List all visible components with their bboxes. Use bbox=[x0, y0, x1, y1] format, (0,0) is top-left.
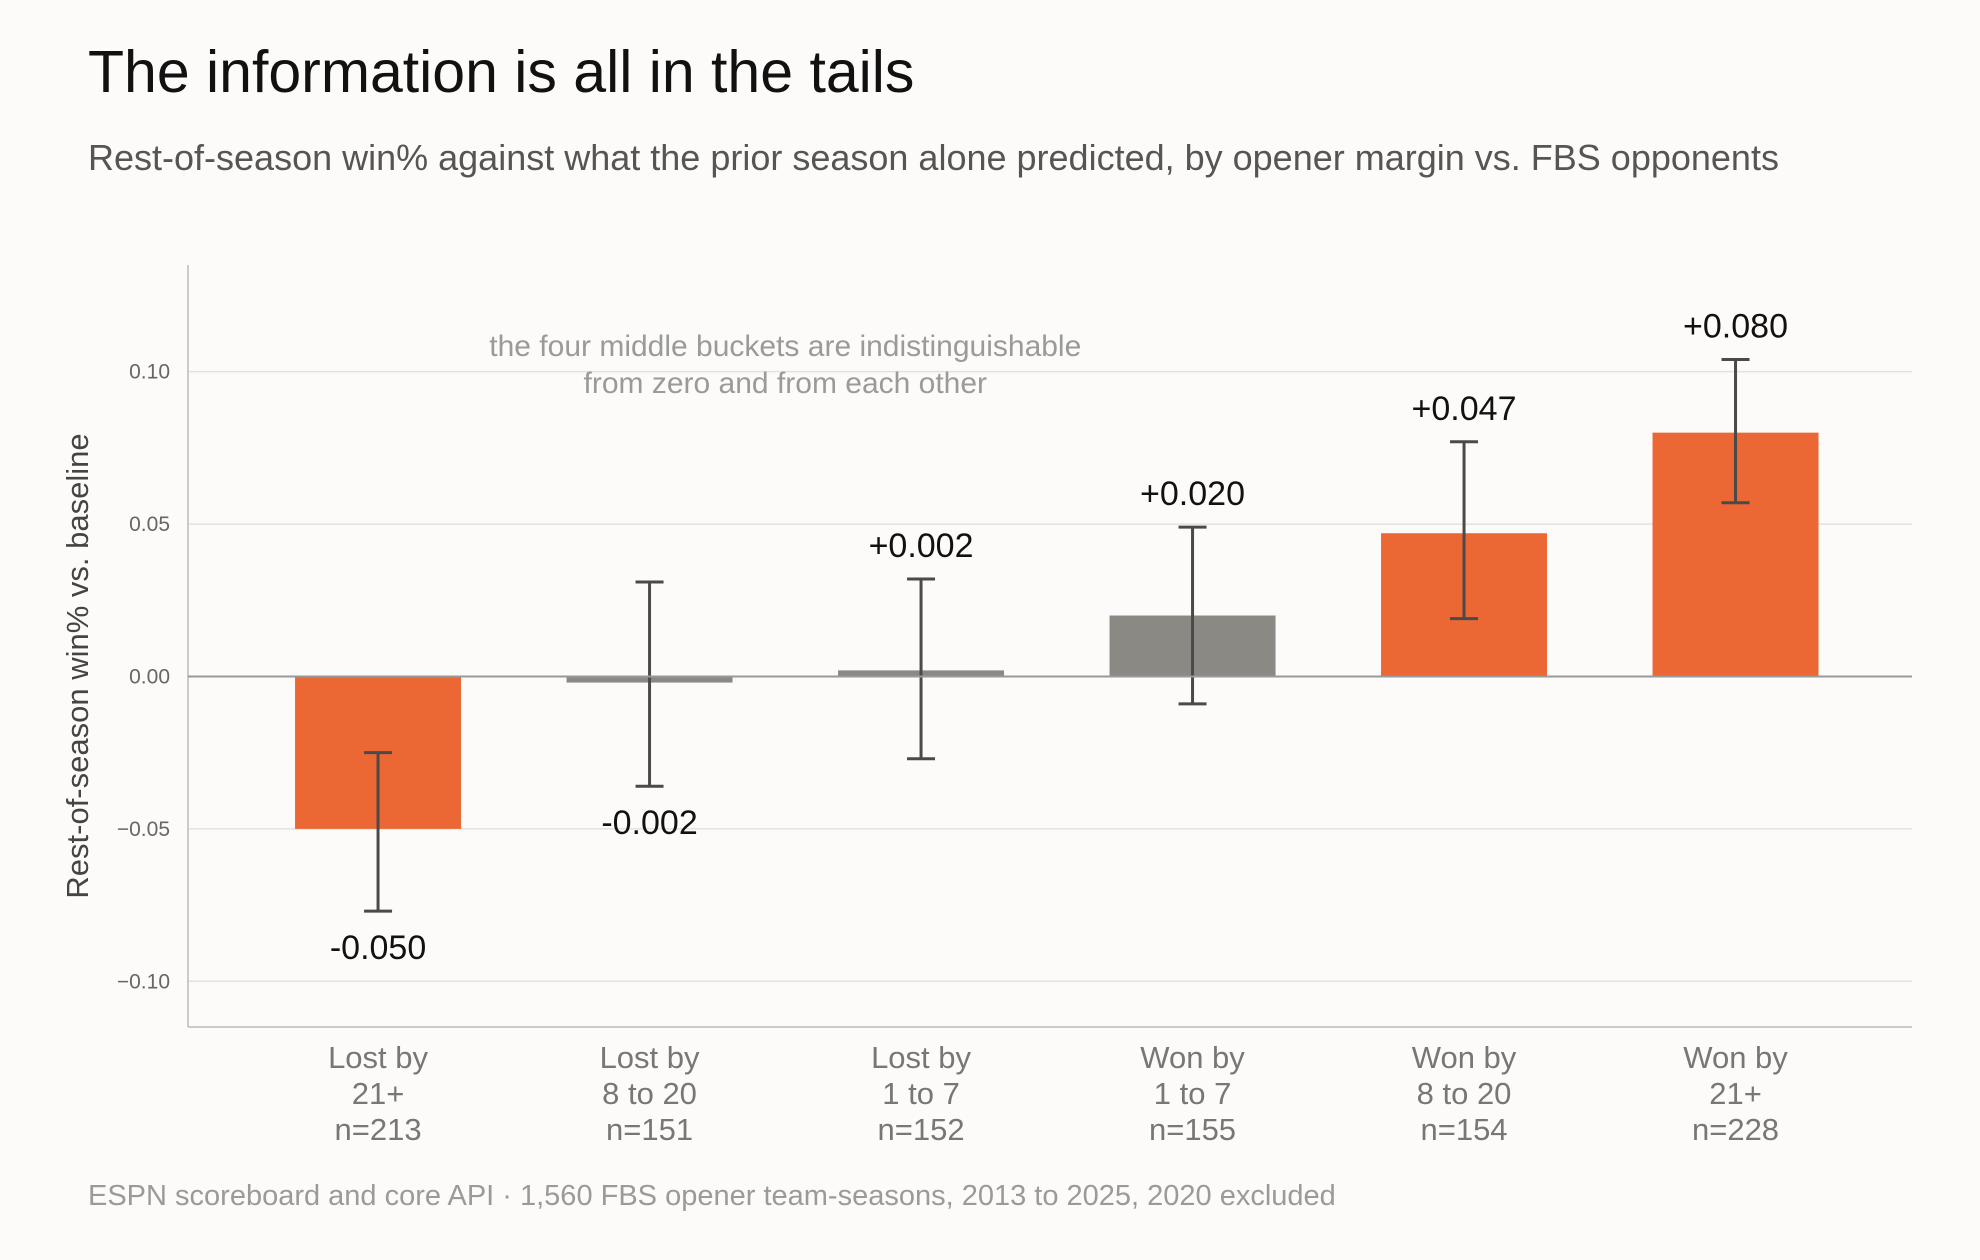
grid-layer bbox=[188, 370, 1912, 983]
x-tick-label: n=154 bbox=[1420, 1112, 1507, 1147]
x-tick-label: 21+ bbox=[352, 1076, 405, 1111]
x-tick-label: n=152 bbox=[878, 1112, 965, 1147]
x-tick-label: 21+ bbox=[1709, 1076, 1762, 1111]
y-axis-label: Rest-of-season win% vs. baseline bbox=[60, 433, 95, 898]
bar-layer bbox=[295, 432, 1819, 829]
chart-subtitle: Rest-of-season win% against what the pri… bbox=[88, 137, 1779, 178]
x-tick-label: 1 to 7 bbox=[882, 1076, 960, 1111]
x-tick-label: Won by bbox=[1683, 1040, 1788, 1075]
label-layer: -0.050 -0.002 +0.002 +0.020 +0.047 +0.080 the … bbox=[330, 307, 1788, 967]
x-tick-label: n=155 bbox=[1149, 1112, 1236, 1147]
x-tick-label: 8 to 20 bbox=[602, 1076, 697, 1111]
data-label: -0.002 bbox=[601, 804, 697, 842]
x-tick-label: n=213 bbox=[335, 1112, 422, 1147]
data-label: +0.020 bbox=[1140, 475, 1245, 513]
data-label: +0.047 bbox=[1412, 390, 1517, 428]
x-tick-label: Lost by bbox=[871, 1040, 971, 1075]
x-tick-label: 8 to 20 bbox=[1417, 1076, 1512, 1111]
chart-title: The information is all in the tails bbox=[88, 39, 915, 105]
annotation: the four middle buckets are indistinguis… bbox=[489, 330, 1081, 363]
data-label: +0.002 bbox=[869, 527, 974, 565]
x-tick-label: Lost by bbox=[600, 1040, 700, 1075]
x-tick-label: n=228 bbox=[1692, 1112, 1779, 1147]
data-label: +0.080 bbox=[1683, 307, 1788, 345]
y-tick-label: −0.05 bbox=[117, 818, 170, 841]
y-tick-label: 0.10 bbox=[129, 361, 170, 384]
errorbar-layer bbox=[188, 357, 1912, 913]
chart-footer: ESPN scoreboard and core API · 1,560 FBS… bbox=[88, 1180, 1336, 1212]
y-tick-label: −0.10 bbox=[117, 970, 170, 993]
y-tick-label: 0.05 bbox=[129, 513, 170, 536]
x-tick-label: Won by bbox=[1140, 1040, 1245, 1075]
x-tick-label: Won by bbox=[1412, 1040, 1517, 1075]
y-tick-label: 0.00 bbox=[129, 665, 170, 688]
x-tick-label: 1 to 7 bbox=[1154, 1076, 1232, 1111]
x-tick-label: n=151 bbox=[606, 1112, 693, 1147]
x-tick-label: Lost by bbox=[328, 1040, 428, 1075]
axis-layer: −0.10 −0.05 0.00 0.05 0.10 Rest-of-season win… bbox=[60, 265, 1912, 1147]
annotation: from zero and from each other bbox=[584, 367, 988, 400]
data-label: -0.050 bbox=[330, 929, 426, 967]
